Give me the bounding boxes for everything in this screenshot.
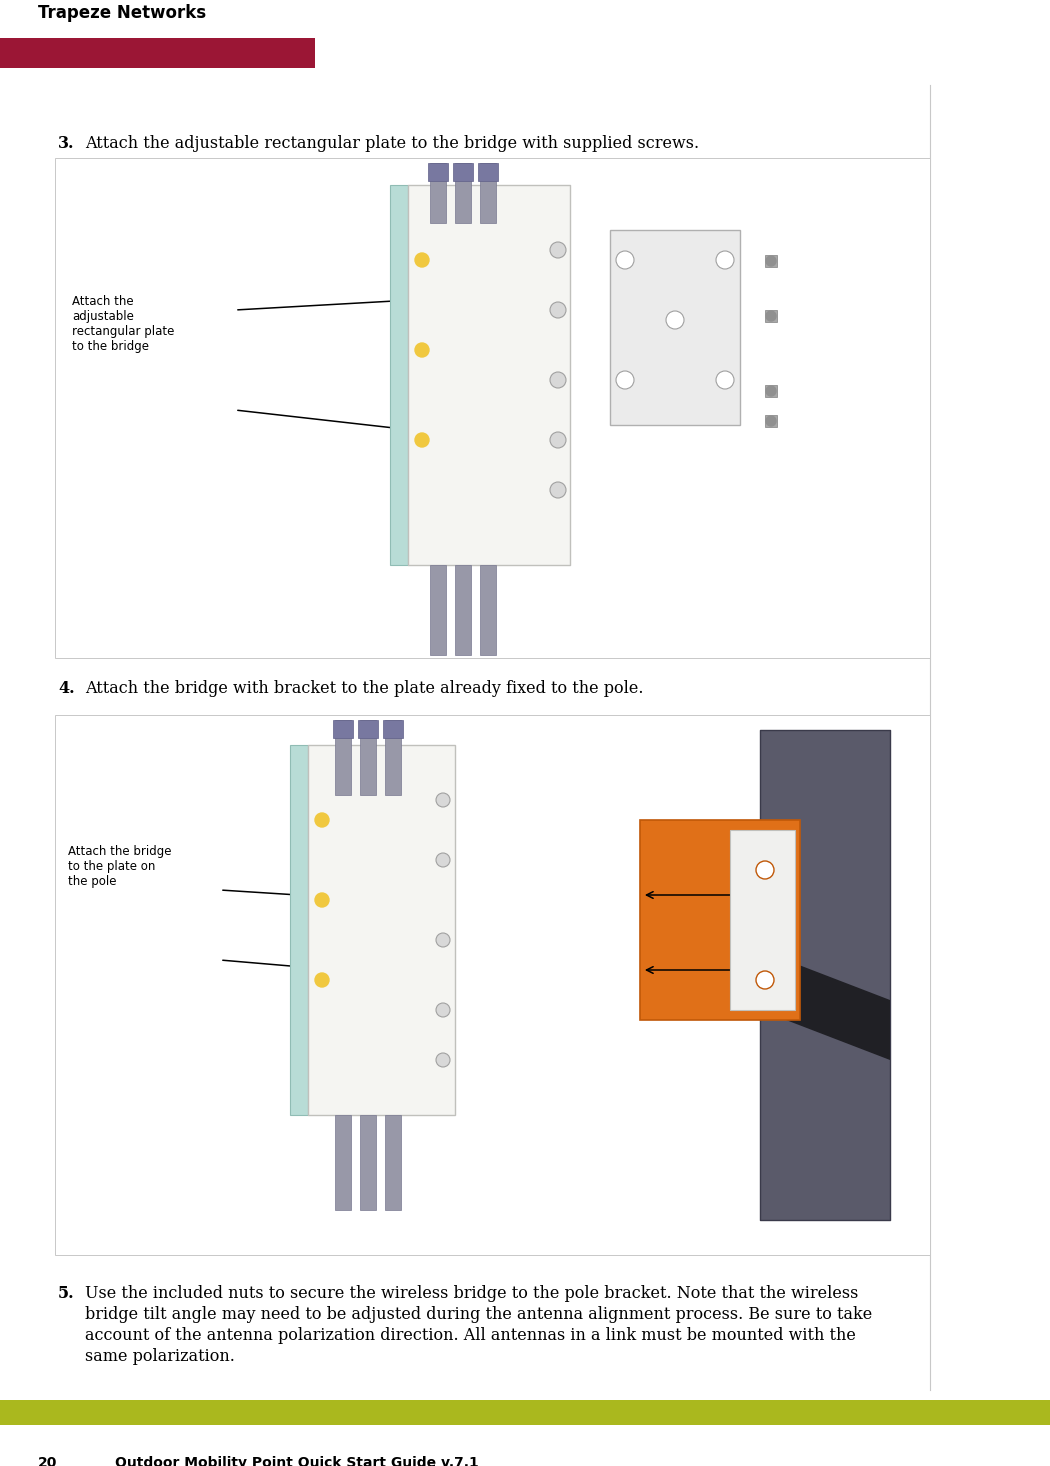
Circle shape — [415, 343, 429, 358]
Bar — [335, 1116, 351, 1209]
Circle shape — [436, 853, 450, 866]
Bar — [55, 715, 930, 1255]
Text: Attach the
adjustable
rectangular plate
to the bridge: Attach the adjustable rectangular plate … — [72, 295, 174, 353]
Text: Trapeze Networks: Trapeze Networks — [38, 4, 206, 22]
Circle shape — [550, 482, 566, 498]
Bar — [290, 745, 308, 1116]
Text: Attach the adjustable rectangular plate to the bridge with supplied screws.: Attach the adjustable rectangular plate … — [85, 135, 699, 152]
Circle shape — [766, 257, 776, 265]
Bar — [0, 38, 315, 67]
Bar — [335, 720, 351, 795]
Bar — [390, 185, 408, 564]
Circle shape — [766, 386, 776, 396]
Circle shape — [550, 372, 566, 388]
Circle shape — [436, 1003, 450, 1017]
Bar — [480, 564, 496, 655]
Text: 3.: 3. — [58, 135, 75, 152]
Bar — [0, 1400, 1050, 1425]
Bar — [430, 163, 446, 223]
Circle shape — [766, 311, 776, 321]
Bar — [610, 230, 740, 425]
Circle shape — [550, 432, 566, 449]
Bar — [730, 830, 795, 1010]
Bar — [428, 163, 448, 180]
Bar — [760, 730, 890, 1220]
Bar — [765, 415, 777, 427]
Circle shape — [666, 311, 684, 328]
Text: Use the included nuts to secure the wireless bridge to the pole bracket. Note th: Use the included nuts to secure the wire… — [85, 1286, 859, 1302]
Circle shape — [766, 416, 776, 427]
Circle shape — [716, 251, 734, 268]
Bar — [408, 185, 570, 564]
Circle shape — [436, 932, 450, 947]
Bar — [765, 255, 777, 267]
Circle shape — [550, 302, 566, 318]
Circle shape — [436, 1053, 450, 1067]
Bar — [480, 163, 496, 223]
Circle shape — [756, 970, 774, 990]
Text: 4.: 4. — [58, 680, 75, 696]
Circle shape — [415, 432, 429, 447]
Bar — [360, 720, 376, 795]
Circle shape — [716, 371, 734, 388]
Text: same polarization.: same polarization. — [85, 1349, 235, 1365]
Bar — [455, 163, 471, 223]
Bar — [358, 720, 378, 737]
Bar — [640, 819, 800, 1020]
Bar — [383, 720, 403, 737]
Circle shape — [315, 893, 329, 907]
Text: Outdoor Mobility Point Quick Start Guide v.7.1: Outdoor Mobility Point Quick Start Guide… — [116, 1456, 479, 1466]
Bar — [478, 163, 498, 180]
Circle shape — [315, 973, 329, 987]
Bar — [385, 720, 401, 795]
Circle shape — [315, 814, 329, 827]
Polygon shape — [760, 950, 890, 1060]
Circle shape — [616, 371, 634, 388]
Bar — [430, 564, 446, 655]
Circle shape — [550, 242, 566, 258]
Bar — [308, 745, 455, 1116]
Bar — [765, 309, 777, 323]
Text: account of the antenna polarization direction. All antennas in a link must be mo: account of the antenna polarization dire… — [85, 1327, 856, 1344]
Text: Attach the bridge with bracket to the plate already fixed to the pole.: Attach the bridge with bracket to the pl… — [85, 680, 644, 696]
Circle shape — [415, 254, 429, 267]
Bar — [455, 564, 471, 655]
Text: bridge tilt angle may need to be adjusted during the antenna alignment process. : bridge tilt angle may need to be adjuste… — [85, 1306, 873, 1322]
Bar — [360, 1116, 376, 1209]
Text: 5.: 5. — [58, 1286, 75, 1302]
Bar — [765, 386, 777, 397]
Circle shape — [756, 861, 774, 880]
Bar — [453, 163, 472, 180]
Circle shape — [616, 251, 634, 268]
Bar — [333, 720, 353, 737]
Text: 20: 20 — [38, 1456, 58, 1466]
Text: Attach the bridge
to the plate on
the pole: Attach the bridge to the plate on the po… — [68, 844, 171, 888]
Bar — [385, 1116, 401, 1209]
Circle shape — [436, 793, 450, 806]
Bar — [55, 158, 930, 658]
